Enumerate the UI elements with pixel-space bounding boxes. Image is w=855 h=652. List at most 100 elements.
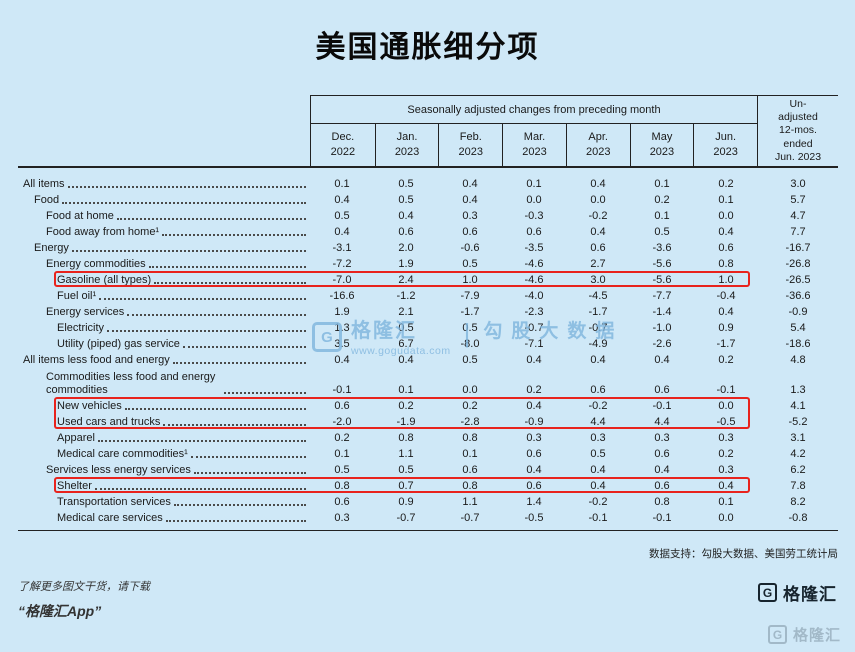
cell-value: 0.4 — [590, 226, 606, 238]
row-label: All items less food and energy — [23, 354, 170, 366]
dot-leader — [99, 298, 306, 300]
cell-value: -3.1 — [332, 242, 352, 254]
cell-value: -16.6 — [329, 290, 355, 302]
cell-value: 2.0 — [398, 242, 414, 254]
data-source-note: 数据支持：勾股大数据、美国劳工统计局 — [649, 548, 838, 560]
cell-value: 1.9 — [334, 306, 350, 318]
row-label: Medical care services — [57, 512, 163, 524]
cell-value: 0.2 — [462, 400, 478, 412]
dot-leader — [116, 218, 306, 220]
cell-value: 0.8 — [462, 432, 478, 444]
cell-value: 3.5 — [334, 338, 350, 350]
dot-leader — [94, 488, 306, 490]
table-row: Commodities less food and energy commodi… — [18, 367, 838, 397]
cell-value: 0.9 — [398, 496, 414, 508]
row-label: Services less energy services — [46, 464, 191, 476]
cell-value: 0.5 — [398, 178, 414, 190]
cell-value: 4.4 — [654, 416, 670, 428]
cell-value: 0.6 — [526, 448, 542, 460]
cell-value: 1.1 — [462, 496, 478, 508]
cell-value: 6.7 — [398, 338, 414, 350]
column-header: Feb. 2023 — [438, 124, 502, 166]
promo-note: 了解更多图文干货，请下载 “格隆汇App” — [18, 578, 150, 621]
cell-value: 0.4 — [398, 354, 414, 366]
cell-value: 2.4 — [398, 274, 414, 286]
cell-value: 0.4 — [654, 464, 670, 476]
cell-value: 0.5 — [334, 210, 350, 222]
cell-unadjusted: 8.2 — [790, 496, 806, 508]
cell-value: 0.4 — [590, 464, 606, 476]
cell-unadjusted: 7.7 — [790, 226, 806, 238]
cell-unadjusted: 3.1 — [790, 432, 806, 444]
dot-leader — [71, 250, 306, 252]
dot-leader — [224, 392, 306, 394]
cell-unadjusted: 3.0 — [790, 178, 806, 190]
cell-value: 0.5 — [334, 464, 350, 476]
cell-value: -0.2 — [588, 210, 608, 222]
cell-value: 0.4 — [462, 194, 478, 206]
row-label: Food — [34, 194, 60, 206]
cell-value: 0.4 — [590, 354, 606, 366]
column-header: Apr. 2023 — [565, 124, 630, 166]
cell-value: 0.6 — [334, 496, 350, 508]
row-label: Commodities less food and energy commodi… — [46, 371, 216, 396]
cell-value: 0.8 — [462, 480, 478, 492]
cell-value: 0.5 — [398, 194, 414, 206]
column-header: May 2023 — [629, 124, 694, 166]
cell-value: -0.9 — [524, 416, 544, 428]
cell-value: 2.1 — [398, 306, 414, 318]
cell-value: -1.2 — [396, 290, 416, 302]
group-header: Seasonally adjusted changes from precedi… — [311, 96, 757, 124]
dot-leader — [148, 266, 306, 268]
cell-value: 0.3 — [718, 464, 734, 476]
promo-line-2: “格隆汇App” — [18, 603, 102, 619]
table-row: New vehicles 0.6 0.2 0.2 0.4 -0.2 -0.1 0.0 4.1 — [18, 397, 838, 413]
cell-value: 0.1 — [718, 194, 734, 206]
page-title: 美国通胀细分项 — [315, 31, 540, 64]
row-label: Energy services — [46, 306, 125, 318]
cell-value: -0.5 — [524, 512, 544, 524]
table-row: Utility (piped) gas service 3.5 6.7 -8.0 -7.… — [18, 335, 838, 351]
cell-value: 0.2 — [654, 194, 670, 206]
cell-value: -0.7 — [460, 512, 480, 524]
table-row: Gasoline (all types) -7.0 2.4 1.0 -4.6 3.0 -5.… — [18, 271, 838, 287]
cell-value: 0.2 — [526, 384, 542, 396]
gelonghui-logo-text: 格隆汇 — [792, 627, 841, 644]
cell-value: 0.1 — [334, 178, 350, 190]
table-row: All items 0.1 0.5 0.4 0.1 0.4 0.1 0.2 3.0 — [18, 175, 838, 191]
cell-unadjusted: -36.6 — [785, 290, 811, 302]
row-label: Shelter — [57, 480, 92, 492]
cell-value: 0.4 — [590, 178, 606, 190]
cell-value: -0.5 — [716, 416, 736, 428]
cell-value: 0.3 — [334, 512, 350, 524]
row-label: All items — [23, 178, 65, 190]
cell-value: -0.2 — [588, 496, 608, 508]
dot-leader — [67, 186, 306, 188]
row-label: Electricity — [57, 322, 105, 334]
cell-value: 0.8 — [718, 258, 734, 270]
cell-value: 0.6 — [590, 384, 606, 396]
cell-value: 0.0 — [718, 512, 734, 524]
cell-value: 0.2 — [718, 448, 734, 460]
cell-unadjusted: 1.3 — [790, 384, 806, 396]
cell-value: 1.3 — [334, 322, 350, 334]
cell-value: 0.4 — [718, 306, 734, 318]
cell-value: 0.4 — [526, 464, 542, 476]
gelonghui-logo-text: 格隆汇 — [783, 585, 837, 604]
cell-value: 0.6 — [462, 226, 478, 238]
cell-value: 0.6 — [590, 242, 606, 254]
cell-value: -0.4 — [716, 290, 736, 302]
cell-value: 0.6 — [654, 384, 670, 396]
row-label: Energy — [34, 242, 69, 254]
dot-leader — [173, 504, 306, 506]
cell-value: -2.8 — [460, 416, 480, 428]
table-row: Apparel 0.2 0.8 0.8 0.3 0.3 0.3 0.3 3.1 — [18, 429, 838, 445]
cell-value: -3.5 — [524, 242, 544, 254]
cell-value: 2.7 — [590, 258, 606, 270]
table-row: Food at home 0.5 0.4 0.3 -0.3 -0.2 0.1 0.0 4.7 — [18, 207, 838, 223]
dot-leader — [165, 520, 306, 522]
cell-value: 0.0 — [526, 194, 542, 206]
cell-value: -0.7 — [588, 322, 608, 334]
cell-value: -0.2 — [588, 400, 608, 412]
table-row: All items less food and energy 0.4 0.4 0.5 0… — [18, 351, 838, 367]
